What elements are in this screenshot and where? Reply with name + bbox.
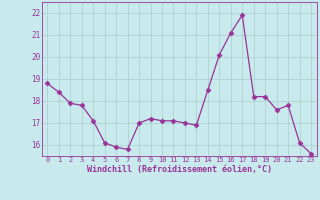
X-axis label: Windchill (Refroidissement éolien,°C): Windchill (Refroidissement éolien,°C) [87, 165, 272, 174]
